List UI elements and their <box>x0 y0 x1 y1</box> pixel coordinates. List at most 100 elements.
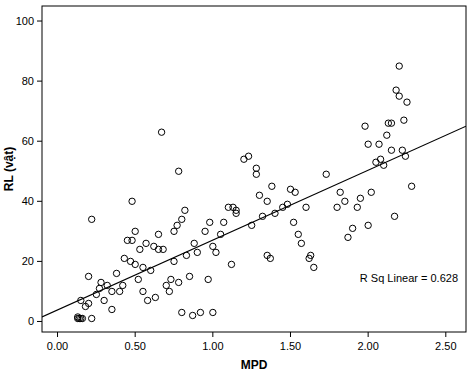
x-tick-label: 2.50 <box>435 340 456 352</box>
point <box>303 204 309 210</box>
y-tick <box>37 141 42 142</box>
point <box>151 243 157 249</box>
point <box>179 309 185 315</box>
point <box>334 204 340 210</box>
y-tick-label: 80 <box>22 75 34 87</box>
point <box>140 264 146 270</box>
point <box>210 243 216 249</box>
point <box>85 273 91 279</box>
point <box>116 288 122 294</box>
point <box>295 231 301 237</box>
point <box>337 189 343 195</box>
y-tick <box>37 261 42 262</box>
point <box>399 147 405 153</box>
point <box>88 216 94 222</box>
point <box>393 87 399 93</box>
point <box>377 156 383 162</box>
point <box>129 237 135 243</box>
point <box>267 255 273 261</box>
x-tick <box>212 332 213 337</box>
x-tick-label: 1.50 <box>280 340 301 352</box>
chart: 0204060801000.000.501.001.502.002.50MPDR… <box>0 0 475 372</box>
point <box>362 123 368 129</box>
point <box>171 228 177 234</box>
point <box>256 192 262 198</box>
point <box>197 309 203 315</box>
point <box>152 294 158 300</box>
point <box>290 219 296 225</box>
point <box>85 300 91 306</box>
point <box>391 213 397 219</box>
point <box>194 249 200 255</box>
x-tick <box>135 332 136 337</box>
point <box>143 240 149 246</box>
point <box>109 306 115 312</box>
point <box>144 297 150 303</box>
point <box>307 252 313 258</box>
point <box>129 198 135 204</box>
point <box>233 207 239 213</box>
point <box>401 117 407 123</box>
point <box>132 228 138 234</box>
y-tick <box>37 21 42 22</box>
x-tick-label: 2.00 <box>357 340 378 352</box>
point <box>311 264 317 270</box>
point <box>202 228 208 234</box>
plot-marks <box>42 63 466 322</box>
y-tick <box>37 81 42 82</box>
point <box>376 141 382 147</box>
point <box>241 156 247 162</box>
point <box>342 198 348 204</box>
point <box>253 165 259 171</box>
point <box>408 183 414 189</box>
y-tick-label: 40 <box>22 195 34 207</box>
point <box>127 258 133 264</box>
x-tick <box>445 332 446 337</box>
point <box>191 240 197 246</box>
point <box>368 189 374 195</box>
annotation: R Sq Linear = 0.628 <box>360 272 458 284</box>
point <box>228 261 234 267</box>
point <box>179 216 185 222</box>
x-tick-label: 0.50 <box>124 340 145 352</box>
point <box>121 255 127 261</box>
point <box>166 288 172 294</box>
point <box>79 315 85 321</box>
plot-frame <box>42 6 466 332</box>
point <box>113 270 119 276</box>
point <box>160 246 166 252</box>
y-tick-label: 20 <box>22 255 34 267</box>
y-tick-label: 60 <box>22 135 34 147</box>
point <box>155 231 161 237</box>
y-tick-label: 100 <box>16 15 34 27</box>
point <box>137 246 143 252</box>
x-tick-label: 1.00 <box>202 340 223 352</box>
point <box>189 312 195 318</box>
point <box>186 273 192 279</box>
point <box>404 99 410 105</box>
point <box>207 219 213 225</box>
point <box>98 279 104 285</box>
point <box>269 183 275 189</box>
point <box>373 159 379 165</box>
point <box>396 63 402 69</box>
point <box>158 129 164 135</box>
point <box>292 189 298 195</box>
point <box>264 198 270 204</box>
point <box>140 288 146 294</box>
point <box>221 219 227 225</box>
x-tick <box>368 332 369 337</box>
point <box>287 186 293 192</box>
point <box>120 282 126 288</box>
point <box>163 282 169 288</box>
point <box>354 204 360 210</box>
point <box>175 168 181 174</box>
y-tick <box>37 201 42 202</box>
point <box>365 141 371 147</box>
point <box>132 261 138 267</box>
y-tick-label: 0 <box>28 315 34 327</box>
point <box>182 207 188 213</box>
point <box>210 309 216 315</box>
point <box>396 93 402 99</box>
y-tick <box>37 321 42 322</box>
